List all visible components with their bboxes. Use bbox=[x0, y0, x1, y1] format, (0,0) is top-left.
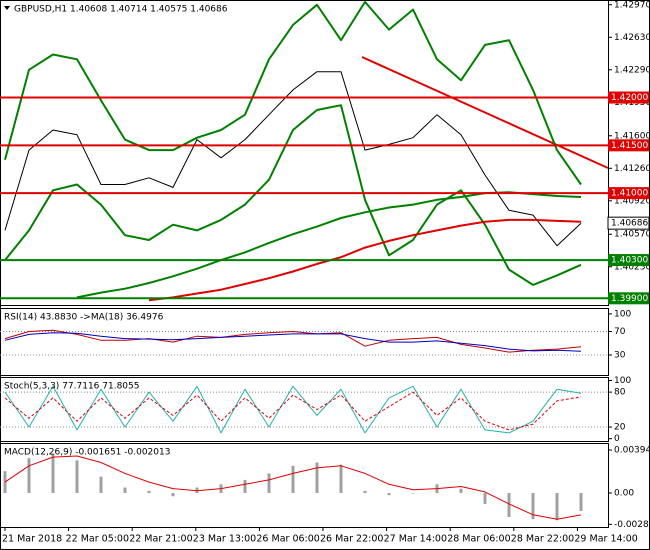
histogram-bar bbox=[507, 493, 511, 517]
panel-frame bbox=[0, 0, 609, 306]
y-tick-label: 1.42630 bbox=[614, 33, 650, 43]
y-tick-label: -0.002875 bbox=[614, 520, 650, 530]
current-price-badge bbox=[607, 216, 650, 230]
panel-title: MACD(12,26,9) -0.001651 -0.002013 bbox=[4, 448, 170, 458]
x-tick-label: 22 Mar 05:00 bbox=[66, 534, 129, 545]
histogram-bar bbox=[363, 490, 367, 494]
y-tick-label: 20 bbox=[614, 423, 626, 433]
series-line bbox=[148, 218, 582, 302]
level-label: 1.41000 bbox=[611, 189, 648, 199]
y-tick-label: 1.40920 bbox=[614, 196, 650, 206]
level-badge bbox=[608, 91, 649, 104]
y-tick-label: 1.40230 bbox=[614, 262, 650, 272]
symbol-icon bbox=[4, 6, 10, 10]
level-badge bbox=[608, 139, 649, 152]
series-line bbox=[4, 0, 582, 186]
histogram-bar bbox=[171, 493, 175, 497]
histogram-bar bbox=[147, 490, 151, 494]
histogram-bar bbox=[3, 471, 7, 494]
y-tick-label: 0.003944 bbox=[614, 446, 650, 456]
series-line bbox=[4, 71, 582, 247]
histogram-bar bbox=[291, 465, 295, 494]
histogram-bar bbox=[243, 479, 247, 494]
panel-frame bbox=[0, 308, 609, 376]
level-badge bbox=[608, 254, 649, 267]
current-price-label: 1.40686 bbox=[611, 219, 648, 229]
x-tick-label: 26 Mar 22:00 bbox=[320, 534, 383, 545]
histogram-bar bbox=[99, 476, 103, 494]
y-tick-label: 70 bbox=[614, 327, 626, 337]
series-line bbox=[4, 391, 582, 431]
level-label: 1.42000 bbox=[611, 93, 648, 103]
panel-title: Stoch(5,3,3) 77.7116 71.8055 bbox=[4, 382, 139, 392]
series-line bbox=[4, 385, 582, 434]
level-badge bbox=[608, 292, 649, 305]
histogram-bar bbox=[267, 473, 271, 494]
level-label: 1.40300 bbox=[611, 256, 648, 266]
y-tick-label: 1.42970 bbox=[614, 0, 650, 10]
series-line bbox=[4, 455, 582, 520]
x-tick-label: 21 Mar 2018 bbox=[2, 534, 62, 545]
series-line bbox=[4, 329, 582, 353]
x-tick-label: 28 Mar 22:00 bbox=[511, 534, 574, 545]
histogram-bar bbox=[51, 453, 55, 494]
histogram-bar bbox=[459, 488, 463, 494]
histogram-bar bbox=[531, 493, 535, 520]
histogram-bar bbox=[75, 460, 79, 494]
panel-frame bbox=[0, 443, 609, 528]
level-badge bbox=[608, 187, 649, 200]
y-tick-label: 0.00 bbox=[614, 489, 634, 499]
histogram-bar bbox=[195, 487, 199, 494]
x-tick-label: 27 Mar 14:00 bbox=[384, 534, 447, 545]
y-tick-label: 1.41260 bbox=[614, 164, 650, 174]
y-tick-label: 100 bbox=[614, 376, 631, 386]
level-label: 1.39900 bbox=[611, 294, 648, 304]
x-tick-label: 23 Mar 13:00 bbox=[193, 534, 256, 545]
panel-title: GBPUSD,H1 1.40608 1.40714 1.40575 1.4068… bbox=[14, 5, 228, 15]
histogram-bar bbox=[555, 493, 559, 521]
y-tick-label: 1.41600 bbox=[614, 131, 650, 141]
series-line bbox=[4, 332, 582, 352]
y-tick-label: 30 bbox=[614, 351, 626, 361]
x-tick-label: 28 Mar 06:00 bbox=[447, 534, 510, 545]
x-tick-label: 29 Mar 14:00 bbox=[574, 534, 637, 545]
y-tick-label: 0 bbox=[614, 434, 620, 444]
x-tick-label: 22 Mar 21:00 bbox=[129, 534, 192, 545]
histogram-bar bbox=[123, 487, 127, 494]
histogram-bar bbox=[387, 493, 391, 496]
panel-title: RSI(14) 43.8830 ->MA(18) 36.4976 bbox=[4, 313, 164, 323]
y-tick-label: 1.42290 bbox=[614, 65, 650, 75]
panel-frame bbox=[0, 377, 609, 442]
x-tick-label: 26 Mar 06:00 bbox=[256, 534, 319, 545]
y-tick-label: 80 bbox=[614, 388, 626, 398]
histogram-bar bbox=[315, 462, 319, 494]
trend-line bbox=[361, 56, 609, 169]
y-tick-label: 1.40570 bbox=[614, 230, 650, 240]
y-tick-label: 100 bbox=[614, 309, 631, 319]
histogram-bar bbox=[339, 464, 343, 494]
histogram-bar bbox=[579, 493, 583, 511]
histogram-bar bbox=[483, 493, 487, 504]
level-label: 1.41500 bbox=[611, 141, 648, 151]
series-line bbox=[4, 104, 582, 286]
histogram-bar bbox=[27, 458, 31, 494]
histogram-bar bbox=[411, 493, 415, 494]
